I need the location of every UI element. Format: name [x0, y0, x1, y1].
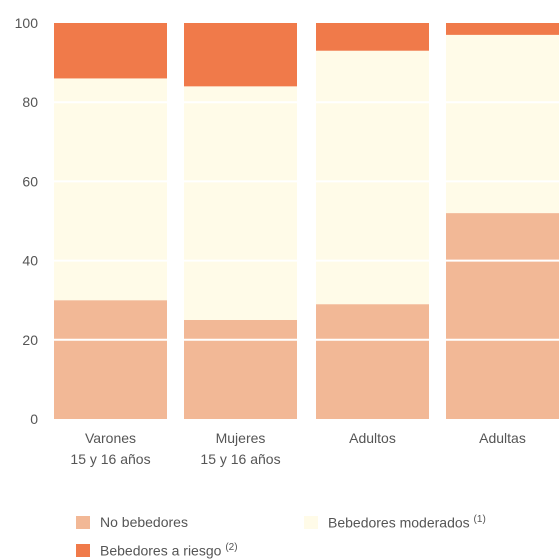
bar-segment — [316, 23, 429, 51]
bar-segment — [446, 213, 559, 419]
bar-segment — [54, 300, 167, 419]
x-category-label: Adultas — [479, 430, 526, 446]
y-tick-label: 100 — [15, 15, 39, 31]
x-category-label: 15 y 16 años — [70, 451, 150, 467]
y-tick-label: 60 — [22, 173, 38, 189]
y-tick-label: 0 — [30, 411, 38, 427]
x-category-label: 15 y 16 años — [200, 451, 280, 467]
y-tick-label: 20 — [22, 332, 38, 348]
y-tick-label: 40 — [22, 253, 38, 269]
bar-segment — [54, 78, 167, 301]
x-axis-labels: Varones 15 y 16 años Mujeres 15 y 16 años Ad… — [70, 430, 525, 467]
bars — [54, 23, 559, 419]
bar-segment — [316, 304, 429, 419]
y-tick-label: 80 — [22, 94, 38, 110]
bar-segment — [184, 23, 297, 87]
bar-segment — [446, 23, 559, 35]
bar-segment — [316, 50, 429, 305]
x-category-label: Mujeres — [216, 430, 266, 446]
x-category-label: Varones — [85, 430, 136, 446]
x-category-label: Adultos — [349, 430, 396, 446]
bar-segment — [184, 320, 297, 419]
bar-segment — [184, 86, 297, 320]
y-axis-ticks: 0 20 40 60 80 100 — [15, 15, 39, 427]
bar-segment — [446, 34, 559, 214]
bar-segment — [54, 23, 167, 79]
